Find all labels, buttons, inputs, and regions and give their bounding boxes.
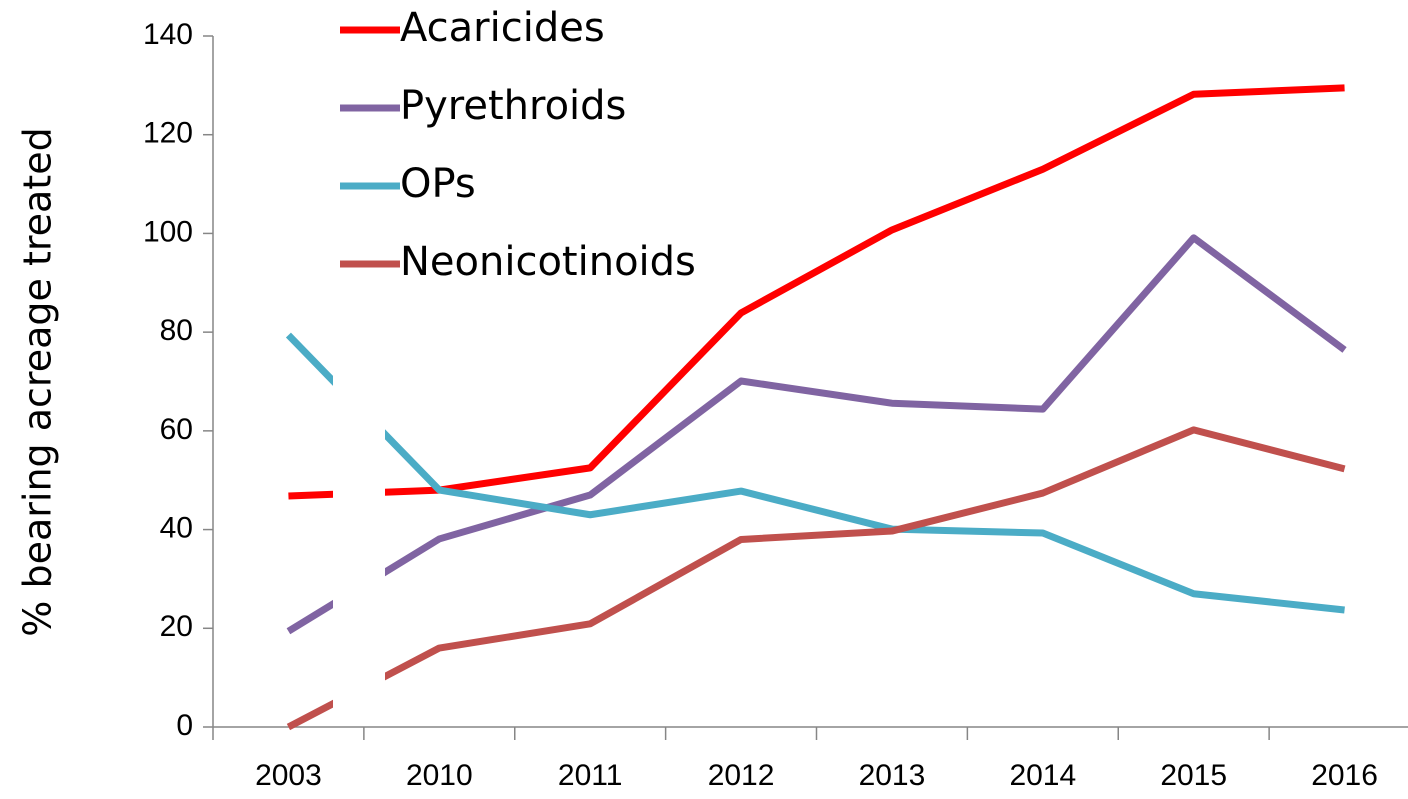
- x-tick-label: 2012: [708, 759, 775, 792]
- y-axis-label: % bearing acreage treated: [16, 127, 60, 636]
- series-line: [286, 426, 1346, 731]
- legend-label: OPs: [400, 161, 476, 207]
- y-tick-label: 120: [143, 117, 193, 150]
- y-tick-label: 60: [160, 413, 193, 446]
- y-tick-label: 80: [160, 314, 193, 347]
- axis-break: [333, 40, 385, 720]
- x-tick-label: 2014: [1009, 759, 1076, 792]
- x-tick-label: 2003: [255, 759, 322, 792]
- x-tick-label: 2011: [558, 759, 623, 792]
- x-tick-label: 2013: [859, 759, 926, 792]
- y-tick-label: 0: [176, 709, 193, 742]
- legend-label: Acaricides: [400, 5, 605, 51]
- legend-label: Neonicotinoids: [400, 239, 696, 285]
- y-tick-label: 140: [143, 18, 193, 51]
- y-tick-label: 20: [160, 610, 193, 643]
- series-line: [286, 234, 1347, 635]
- x-tick-label: 2010: [406, 759, 473, 792]
- x-tick-label: 2015: [1160, 759, 1227, 792]
- x-tick-label: 2016: [1311, 759, 1378, 792]
- series-line: [288, 84, 1345, 500]
- y-tick-label: 40: [160, 511, 193, 544]
- legend-label: Pyrethroids: [400, 83, 626, 129]
- series-line: [285, 332, 1345, 614]
- y-tick-label: 100: [143, 215, 193, 248]
